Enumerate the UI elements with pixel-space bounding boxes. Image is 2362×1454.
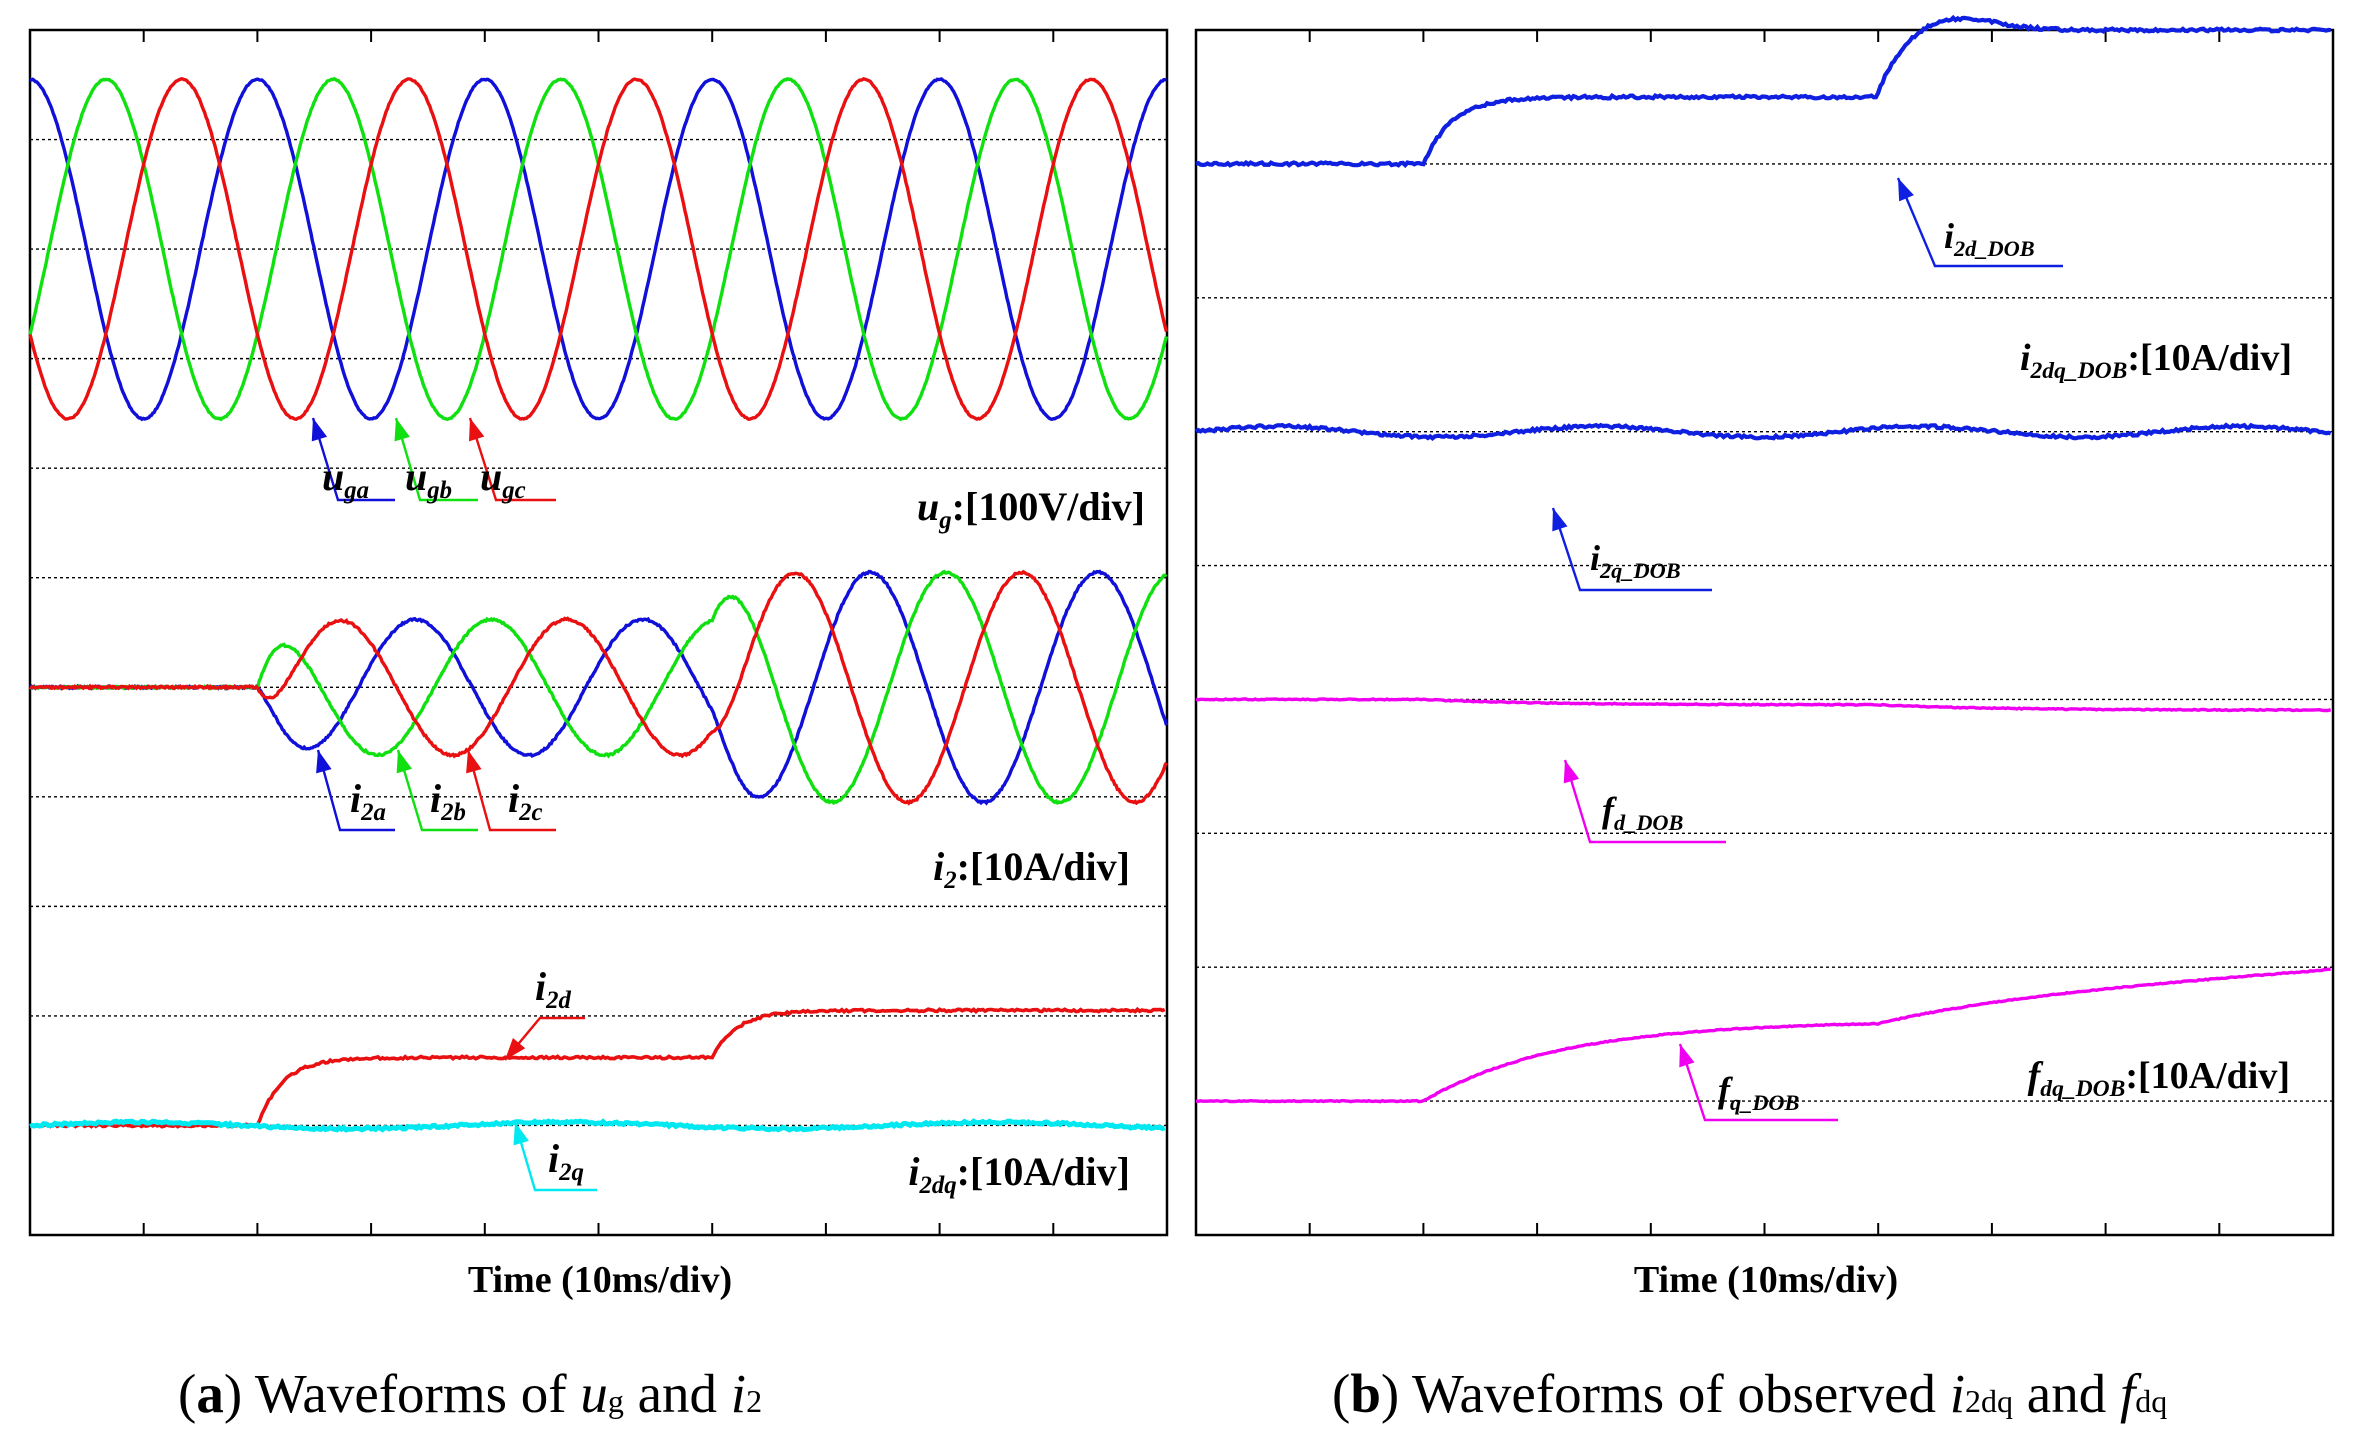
scale-label-fdq-dob: fdq_DOB:[10A/div] [2028,1055,2290,1102]
annotations-a: uga ugb ugc ug:[100V/div] i2a i2b i2c i2:[10A/d… [311,417,1145,1199]
annotations-b: i2d_DOB i2dq_DOB:[10A/div] i2q_DOB fd_DOBfq… [1551,177,2292,1122]
label-i2a-arrowhead [316,750,332,774]
label-i2q-dob-leader [1551,507,1712,592]
label-i2q-dob-label: i2q_DOB [1590,538,1681,583]
caption-a: (a) Waveforms of ug and i2 [178,1363,762,1424]
label-fq-dob-arrowhead [1679,1044,1695,1068]
label-fq-dob-label: fq_DOB [1718,1070,1800,1115]
caption-b: (b) Waveforms of observed i2dq and fdq [1332,1363,2167,1424]
series-i2q_DOB [1194,422,2332,441]
label-ugb-leader [394,417,478,502]
plot-frame-a [28,28,1169,1237]
series-i2d_DOB [1195,14,2331,169]
plot-frame-b [1194,28,2335,1237]
series-i2c [29,569,1168,806]
label-i2c-leader [466,749,556,832]
scale-label-i2dq-dob: i2dq_DOB:[10A/div] [2020,337,2292,384]
panel-b: i2d_DOB i2dq_DOB:[10A/div] i2q_DOB fd_DOBfq… [1194,14,2335,1301]
label-uga-label: uga [322,454,369,504]
series-fq_DOB [1195,967,2331,1104]
label-i2d-dob-label: i2d_DOB [1944,216,2035,261]
label-i2c-arrowhead [466,750,482,774]
label-ugc-label: ugc [480,454,526,504]
label-i2a-leader [316,749,395,832]
label-i2b-arrowhead [396,750,412,774]
label-ugc-leader [468,417,556,502]
label-fd-dob-label: fd_DOB [1602,790,1684,835]
scale-label-ug: ug:[100V/div] [917,484,1145,534]
label-ugb-label: ugb [405,454,452,504]
label-fq-dob-leader [1678,1043,1838,1122]
label-i2q-leader [513,1121,597,1192]
label-i2c-label: i2c [508,776,543,826]
label-i2q-dob-arrowhead [1552,508,1568,532]
traces-b [1194,14,2332,1104]
label-fd-dob-arrowhead [1563,760,1580,784]
series-ugc [28,76,1169,422]
scale-label-i2dq: i2dq:[10A/div] [908,1149,1130,1199]
label-uga-arrowhead [311,418,328,442]
label-i2b-leader [396,749,478,832]
label-i2d-arrowhead [505,1037,526,1060]
label-fd-dob-leader [1563,759,1726,844]
label-uga-leader [311,417,395,502]
label-ugc-arrowhead [469,418,485,442]
label-i2q-label: i2q [548,1136,584,1186]
label-i2d-dob-leader [1896,177,2063,268]
grid-a [30,30,1167,1235]
label-i2a-label: i2a [350,776,386,826]
series-i2q [29,1118,1166,1133]
traces-a [28,76,1169,1133]
label-i2b-label: i2b [430,776,466,826]
label-ugb-arrowhead [394,418,410,442]
label-i2d-dob-arrowhead [1898,178,1914,202]
panel-a: uga ugb ugc ug:[100V/div] i2a i2b i2c i2:[10A/d… [28,28,1169,1301]
scale-label-i2: i2:[10A/div] [933,844,1130,894]
label-i2q-arrowhead [513,1122,529,1146]
series-fd_DOB [1195,697,2332,713]
x-axis-label-a: Time (10ms/div) [468,1259,732,1301]
label-i2d-label: i2d [535,964,572,1014]
x-axis-label-b: Time (10ms/div) [1634,1259,1898,1301]
